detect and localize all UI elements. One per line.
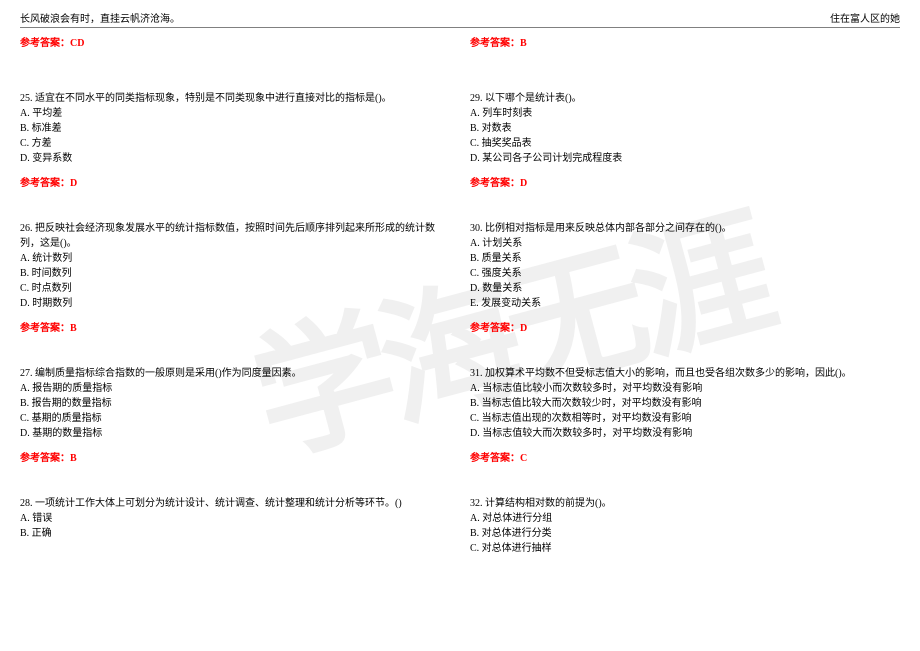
left-column: 参考答案：CD 25. 适宜在不同水平的同类指标现象，特别是不同类现象中进行直接… (20, 36, 450, 586)
question-body: 把反映社会经济现象发展水平的统计指标数值，按照时间先后顺序排列起来所形成的统计数… (20, 223, 435, 249)
option: A. 对总体进行分组 (470, 511, 900, 526)
option: B. 对数表 (470, 121, 900, 136)
option: B. 时间数列 (20, 266, 450, 281)
question-block: 28. 一项统计工作大体上可划分为统计设计、统计调查、统计整理和统计分析等环节。… (20, 496, 450, 541)
option: B. 对总体进行分类 (470, 526, 900, 541)
question-block: 29. 以下哪个是统计表()。 A. 列车时刻表 B. 对数表 C. 抽奖奖品表… (470, 91, 900, 191)
page-container: 长风破浪会有时，直挂云帆济沧海。 住在富人区的她 参考答案：CD 25. 适宜在… (0, 0, 920, 596)
question-text: 29. 以下哪个是统计表()。 (470, 91, 900, 106)
question-number: 32. (470, 498, 483, 509)
option: A. 报告期的质量指标 (20, 381, 450, 396)
answer-label: 参考答案：D (470, 176, 900, 191)
question-block: 26. 把反映社会经济现象发展水平的统计指标数值，按照时间先后顺序排列起来所形成… (20, 221, 450, 336)
question-block: 32. 计算结构相对数的前提为()。 A. 对总体进行分组 B. 对总体进行分类… (470, 496, 900, 556)
question-body: 适宜在不同水平的同类指标现象，特别是不同类现象中进行直接对比的指标是()。 (35, 93, 392, 104)
question-text: 27. 编制质量指标综合指数的一般原则是采用()作为同度量因素。 (20, 366, 450, 381)
question-block: 27. 编制质量指标综合指数的一般原则是采用()作为同度量因素。 A. 报告期的… (20, 366, 450, 466)
option: B. 质量关系 (470, 251, 900, 266)
answer-label: 参考答案：D (20, 176, 450, 191)
header-left: 长风破浪会有时，直挂云帆济沧海。 (20, 10, 180, 25)
answer-label: 参考答案：CD (20, 36, 450, 51)
question-text: 32. 计算结构相对数的前提为()。 (470, 496, 900, 511)
columns-container: 参考答案：CD 25. 适宜在不同水平的同类指标现象，特别是不同类现象中进行直接… (20, 36, 900, 586)
option: C. 基期的质量指标 (20, 411, 450, 426)
option: C. 抽奖奖品表 (470, 136, 900, 151)
question-number: 27. (20, 368, 33, 379)
answer-label: 参考答案：B (470, 36, 900, 51)
answer-label: 参考答案：D (470, 321, 900, 336)
question-body: 比例相对指标是用来反映总体内部各部分之间存在的()。 (485, 223, 732, 234)
option: A. 错误 (20, 511, 450, 526)
question-text: 26. 把反映社会经济现象发展水平的统计指标数值，按照时间先后顺序排列起来所形成… (20, 221, 450, 251)
question-text: 30. 比例相对指标是用来反映总体内部各部分之间存在的()。 (470, 221, 900, 236)
question-number: 28. (20, 498, 33, 509)
option: A. 统计数列 (20, 251, 450, 266)
question-body: 加权算术平均数不但受标志值大小的影响，而且也受各组次数多少的影响，因此()。 (485, 368, 852, 379)
option: C. 强度关系 (470, 266, 900, 281)
question-body: 计算结构相对数的前提为()。 (485, 498, 612, 509)
option: D. 数量关系 (470, 281, 900, 296)
option: B. 报告期的数量指标 (20, 396, 450, 411)
answer-label: 参考答案：B (20, 321, 450, 336)
page-header: 长风破浪会有时，直挂云帆济沧海。 住在富人区的她 (20, 10, 900, 28)
question-number: 26. (20, 223, 33, 234)
option: D. 某公司各子公司计划完成程度表 (470, 151, 900, 166)
question-block: 25. 适宜在不同水平的同类指标现象，特别是不同类现象中进行直接对比的指标是()… (20, 91, 450, 191)
option: C. 时点数列 (20, 281, 450, 296)
question-number: 30. (470, 223, 483, 234)
option: C. 对总体进行抽样 (470, 541, 900, 556)
option: B. 当标志值比较大而次数较少时，对平均数没有影响 (470, 396, 900, 411)
option: B. 标准差 (20, 121, 450, 136)
option: B. 正确 (20, 526, 450, 541)
option: C. 当标志值出现的次数相等时，对平均数没有影响 (470, 411, 900, 426)
question-number: 29. (470, 93, 483, 104)
answer-label: 参考答案：B (20, 451, 450, 466)
option: A. 计划关系 (470, 236, 900, 251)
question-block: 31. 加权算术平均数不但受标志值大小的影响，而且也受各组次数多少的影响，因此(… (470, 366, 900, 466)
option: D. 变异系数 (20, 151, 450, 166)
question-body: 一项统计工作大体上可划分为统计设计、统计调查、统计整理和统计分析等环节。() (35, 498, 402, 509)
question-text: 25. 适宜在不同水平的同类指标现象，特别是不同类现象中进行直接对比的指标是()… (20, 91, 450, 106)
answer-label: 参考答案：C (470, 451, 900, 466)
option: D. 当标志值较大而次数较多时，对平均数没有影响 (470, 426, 900, 441)
option: A. 平均差 (20, 106, 450, 121)
question-text: 31. 加权算术平均数不但受标志值大小的影响，而且也受各组次数多少的影响，因此(… (470, 366, 900, 381)
header-right: 住在富人区的她 (830, 10, 900, 25)
option: D. 时期数列 (20, 296, 450, 311)
question-body: 编制质量指标综合指数的一般原则是采用()作为同度量因素。 (35, 368, 302, 379)
question-number: 31. (470, 368, 483, 379)
option: A. 当标志值比较小而次数较多时，对平均数没有影响 (470, 381, 900, 396)
option: C. 方差 (20, 136, 450, 151)
question-block: 30. 比例相对指标是用来反映总体内部各部分之间存在的()。 A. 计划关系 B… (470, 221, 900, 336)
right-column: 参考答案：B 29. 以下哪个是统计表()。 A. 列车时刻表 B. 对数表 C… (470, 36, 900, 586)
question-body: 以下哪个是统计表()。 (485, 93, 582, 104)
option: D. 基期的数量指标 (20, 426, 450, 441)
question-text: 28. 一项统计工作大体上可划分为统计设计、统计调查、统计整理和统计分析等环节。… (20, 496, 450, 511)
option: A. 列车时刻表 (470, 106, 900, 121)
question-number: 25. (20, 93, 33, 104)
option: E. 发展变动关系 (470, 296, 900, 311)
